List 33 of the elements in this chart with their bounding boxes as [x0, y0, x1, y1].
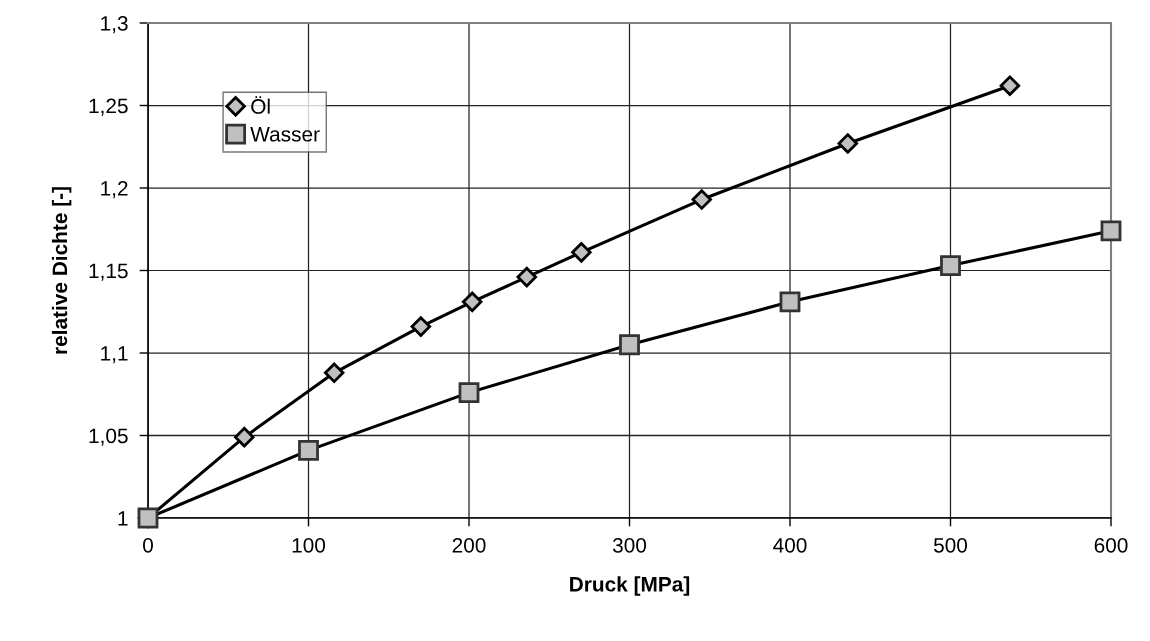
x-tick-label: 600	[1094, 537, 1128, 553]
x-tick-label: 200	[452, 537, 486, 553]
x-tick-label: 400	[773, 537, 807, 553]
point	[837, 133, 859, 154]
y-tick-label: 1,25	[89, 98, 128, 116]
point	[1100, 220, 1122, 242]
point	[458, 382, 480, 404]
point	[779, 291, 801, 313]
point	[516, 266, 538, 288]
y-tick-label: 1,2	[101, 181, 128, 199]
x-tick-label: 500	[933, 537, 968, 553]
x-tick-label: 0	[143, 537, 153, 553]
x-tick-label: 300	[612, 537, 647, 553]
point	[323, 362, 345, 384]
y-tick-label: 1,15	[89, 263, 128, 281]
point	[410, 316, 432, 337]
point	[461, 291, 483, 313]
point	[999, 75, 1021, 96]
point	[940, 255, 961, 276]
point	[691, 189, 712, 210]
point	[234, 426, 255, 448]
x-tick-label: 100	[292, 537, 326, 553]
y-tick-label: 1,3	[101, 16, 128, 34]
y-axis-title: relative Dichte [-]	[51, 187, 72, 354]
x-axis-title: Druck [MPa]	[570, 576, 690, 596]
point	[571, 242, 592, 263]
legend-label: Öl	[251, 96, 270, 114]
y-tick-label: 1,1	[101, 346, 128, 364]
point	[298, 439, 319, 461]
point	[619, 334, 640, 356]
legend-label: Wasser	[250, 127, 320, 142]
y-tick-label: 1,05	[89, 428, 128, 446]
y-tick-label: 1	[118, 511, 128, 526]
